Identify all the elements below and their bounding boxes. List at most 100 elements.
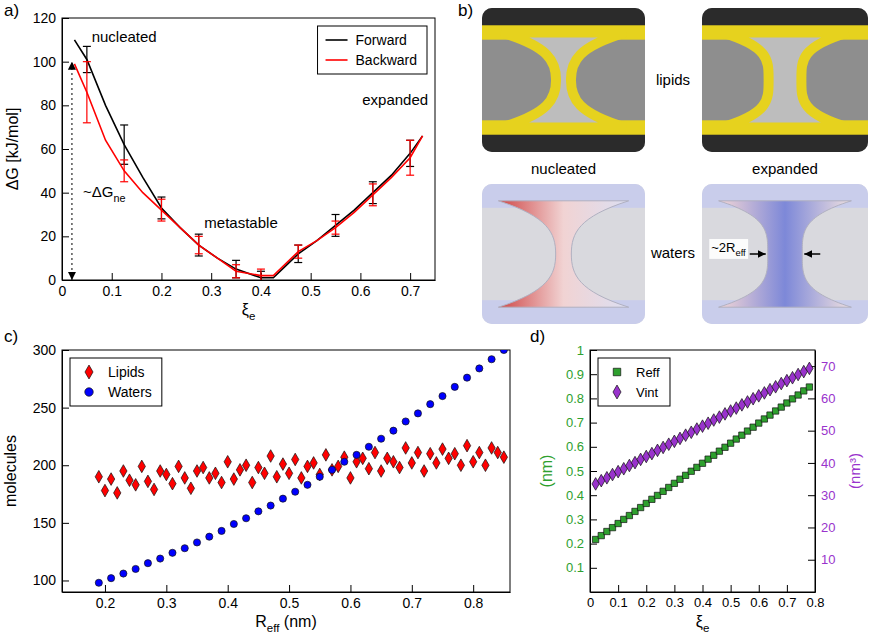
y-axis-tick-mark [62, 62, 69, 63]
data-point [169, 477, 176, 490]
legend-swatch [613, 385, 621, 399]
error-bar [120, 160, 128, 182]
x-axis-line [63, 280, 436, 281]
y2-axis-tick-label: 10 [821, 552, 835, 567]
y-axis-tick-label: 0.3 [566, 512, 584, 527]
data-point [169, 549, 176, 556]
data-point [218, 527, 225, 534]
y-axis-tick: 80 [40, 97, 69, 113]
x-axis-tick-label: 0.7 [401, 283, 421, 299]
y-axis-tick-label: 0.2 [566, 536, 584, 551]
y-axis-tick: 250 [33, 400, 69, 416]
legend: Forward Backward [318, 26, 427, 74]
x-axis-tick-mark [211, 273, 212, 280]
error-bar-stem [372, 184, 373, 206]
y2-axis-line [815, 351, 816, 593]
legend-label: Lipids [108, 364, 145, 380]
x-axis-tick-mark [618, 585, 619, 592]
error-bar-cap [120, 181, 128, 182]
error-bar-cap [83, 122, 91, 123]
error-bar [294, 245, 302, 258]
x-axis-tick-label: 0.4 [218, 595, 238, 611]
x-axis-title-subscript: e [703, 622, 709, 634]
legend-entry: Reff [613, 365, 660, 380]
legend-swatch [326, 39, 348, 41]
panel-letter: d) [530, 327, 545, 346]
error-bar-stem [198, 234, 199, 256]
y-axis-tick-mark [590, 374, 597, 375]
y-axis-tick: 120 [33, 10, 69, 26]
legend-label: Forward [356, 32, 407, 48]
data-point [144, 560, 151, 567]
x-axis-tick-label: 0 [59, 283, 67, 299]
y-axis-tick-mark [62, 465, 69, 466]
data-point [218, 476, 225, 489]
panel: 0.20.30.40.50.60.70.8100150200250300Reff… [2, 327, 511, 634]
data-point [107, 473, 114, 486]
x-axis-tick-mark [412, 585, 413, 592]
x-axis-tick-mark [473, 585, 474, 592]
legend-swatch [613, 368, 620, 375]
y-axis-tick-mark [590, 544, 597, 545]
x-axis-title: ξe [242, 301, 256, 322]
plot-frame [62, 18, 435, 280]
x-axis-tick-label: 0.7 [778, 595, 796, 610]
water-channel [498, 201, 628, 307]
x-axis: 00.10.20.30.40.50.60.7 [59, 273, 436, 299]
error-bar-stem [86, 62, 87, 123]
x-axis-line [591, 592, 816, 593]
x-axis-tick: 0.3 [666, 585, 684, 610]
pore-surface [502, 32, 626, 127]
error-bar-cap [294, 244, 302, 245]
x-axis-tick: 0.6 [351, 273, 371, 299]
leaflet [702, 8, 868, 28]
y-axis-tick-mark [62, 193, 69, 194]
legend: ReffVint [598, 358, 670, 406]
error-bar [369, 184, 377, 206]
leaflet [702, 132, 868, 152]
data-point [292, 453, 299, 466]
y-axis-tick-label: 150 [33, 515, 57, 531]
data-point [193, 539, 200, 546]
x-axis-tick: 0.7 [401, 273, 421, 299]
width-arrow [750, 253, 766, 255]
data-point [206, 533, 213, 540]
legend-entry: Lipids [85, 364, 145, 380]
legend-entry: Backward [326, 52, 417, 68]
x-axis-tick-mark [228, 585, 229, 592]
y-axis-tick-label: 80 [40, 97, 56, 113]
y2-axis-title: (nm³) [846, 453, 863, 489]
y-axis-tick-mark [62, 580, 69, 581]
y-axis-tick: 150 [33, 515, 69, 531]
y-axis-tick-mark [62, 523, 69, 524]
y-axis-tick: 0.3 [566, 512, 597, 527]
y-axis-tick-label: 0.8 [566, 391, 584, 406]
error-bar-stem [198, 236, 199, 253]
data-point [390, 427, 397, 434]
data-point [212, 467, 219, 480]
y-axis-tick-label: 0.9 [566, 367, 584, 382]
x-axis: 00.10.20.30.40.50.60.70.8 [587, 585, 825, 610]
data-point [500, 451, 507, 464]
error-bar-cap [369, 183, 377, 184]
y-axis-tick-mark [590, 398, 597, 399]
y-axis-tick-label: 0 [48, 272, 56, 288]
y-axis-tick-label: 0.6 [566, 439, 584, 454]
error-bar-cap [294, 262, 302, 263]
y2-axis-tick-label: 30 [821, 488, 835, 503]
error-bar-cap [120, 159, 128, 160]
error-bar-cap [195, 253, 203, 254]
annotation-subscript: eff [736, 248, 747, 258]
x-axis-tick-mark [350, 585, 351, 592]
error-bar-stem [161, 199, 162, 221]
error-bar-cap [406, 140, 414, 141]
y-axis-tick: 300 [33, 342, 69, 358]
x-axis-tick: 0.2 [152, 273, 172, 299]
annotation-main: metastable [204, 214, 277, 231]
water-rendering [702, 184, 868, 324]
data-point [310, 457, 317, 470]
error-bar-cap [195, 234, 203, 235]
y-axis-tick-mark [590, 495, 597, 496]
data-point [200, 461, 207, 474]
error-bar-cap [369, 181, 377, 182]
